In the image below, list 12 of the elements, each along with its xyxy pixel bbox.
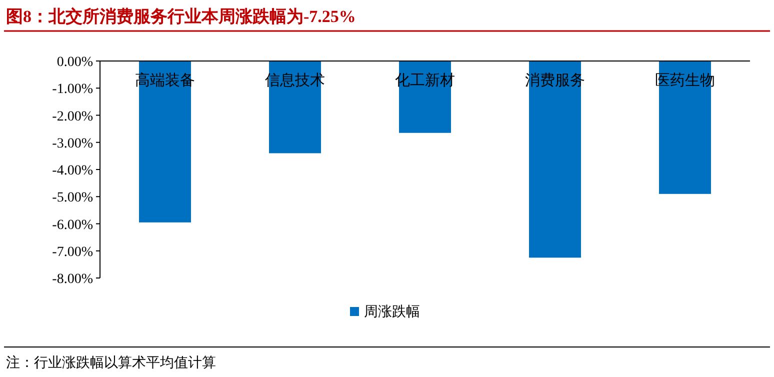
- y-tick-label: -8.00%: [52, 272, 94, 287]
- y-tick-label: -6.00%: [52, 218, 94, 233]
- legend-label: 周涨跌幅: [364, 304, 420, 320]
- chart-title: 图8：北交所消费服务行业本周涨跌幅为-7.25%: [6, 7, 356, 26]
- text: 注：行业涨跌幅以算术平均值计算: [6, 355, 216, 371]
- y-tick-label: -4.00%: [52, 164, 94, 178]
- y-tick-label: -1.00%: [52, 82, 94, 98]
- y-tick-label: -2.00%: [52, 109, 94, 124]
- y-tick-label: -3.00%: [52, 136, 94, 152]
- y-tick-label: -5.00%: [52, 190, 94, 206]
- y-tick-label: 0.00%: [56, 55, 94, 70]
- y-tick-label: -7.00%: [52, 244, 94, 260]
